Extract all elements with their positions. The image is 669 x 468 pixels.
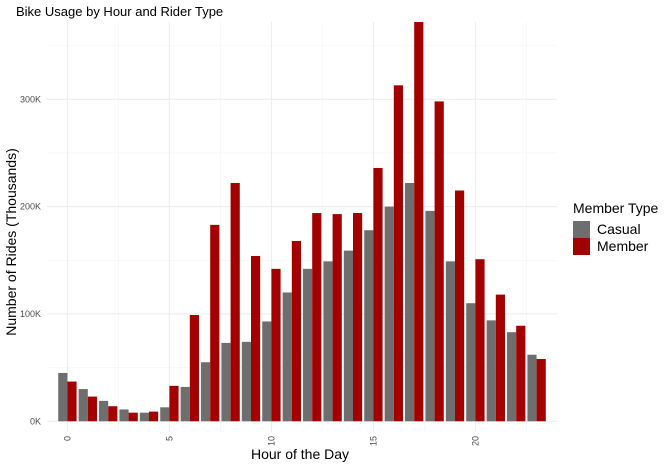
bar-member-hour-11 [291, 240, 301, 422]
x-axis-title: Hour of the Day [251, 446, 349, 462]
y-tick-label: 200K [20, 202, 41, 212]
bar-member-hour-2 [108, 406, 118, 422]
bar-member-hour-15 [373, 167, 383, 422]
bar-member-hour-23 [536, 359, 546, 422]
chart-title: Bike Usage by Hour and Rider Type [16, 4, 223, 19]
bar-member-hour-18 [434, 101, 444, 422]
bar-casual-hour-5 [160, 407, 170, 422]
legend-title: Member Type [573, 200, 659, 216]
bars-layer [58, 22, 546, 422]
bar-member-hour-13 [332, 214, 342, 422]
bar-casual-hour-3 [119, 409, 129, 422]
bar-member-hour-1 [87, 396, 97, 422]
bar-casual-hour-10 [262, 321, 272, 422]
bar-casual-hour-15 [364, 230, 374, 422]
bar-member-hour-3 [128, 412, 138, 422]
bar-member-hour-22 [516, 325, 526, 422]
bar-casual-hour-20 [466, 303, 476, 422]
bar-casual-hour-2 [99, 400, 109, 422]
legend-label-casual: Casual [597, 221, 641, 237]
bar-casual-hour-19 [445, 261, 455, 422]
x-tick-label: 0 [62, 436, 72, 441]
bar-casual-hour-22 [507, 332, 517, 422]
bar-member-hour-0 [67, 381, 77, 422]
bar-member-hour-8 [230, 182, 240, 422]
bar-member-hour-9 [251, 255, 261, 422]
bar-member-hour-17 [414, 22, 424, 422]
bar-member-hour-5 [169, 385, 179, 422]
y-tick-label: 0K [30, 416, 41, 426]
x-tick-label: 10 [266, 436, 276, 446]
bar-casual-hour-23 [527, 354, 537, 422]
bar-casual-hour-18 [425, 210, 435, 422]
bar-casual-hour-17 [405, 182, 415, 422]
bar-casual-hour-9 [241, 341, 251, 422]
bar-casual-hour-0 [58, 372, 68, 422]
bar-casual-hour-12 [303, 268, 313, 422]
bar-casual-hour-8 [221, 342, 231, 422]
bar-casual-hour-6 [180, 386, 190, 422]
bar-member-hour-14 [353, 213, 363, 422]
bar-member-hour-12 [312, 213, 322, 422]
bar-member-hour-20 [475, 259, 485, 422]
bar-member-hour-7 [210, 224, 220, 422]
y-axis-title: Number of Rides (Thousands) [3, 148, 19, 336]
bar-member-hour-4 [149, 411, 159, 422]
bar-casual-hour-14 [343, 250, 353, 422]
ticks-layer: 0K 100K 200K 300K 0 5 10 15 20 [20, 94, 480, 446]
bar-member-hour-21 [495, 294, 505, 422]
bar-casual-hour-11 [282, 292, 292, 422]
y-tick-label: 300K [20, 94, 41, 104]
bar-member-hour-19 [455, 190, 465, 422]
x-tick-label: 5 [164, 436, 174, 441]
bar-casual-hour-16 [384, 206, 394, 422]
bar-casual-hour-4 [139, 412, 149, 422]
legend-label-member: Member [597, 238, 649, 254]
legend: Member Type Casual Member [573, 200, 659, 255]
x-tick-label: 15 [368, 436, 378, 446]
bar-member-hour-6 [189, 315, 199, 422]
bar-casual-hour-7 [201, 362, 211, 422]
bar-casual-hour-1 [78, 389, 88, 422]
y-tick-label: 100K [20, 309, 41, 319]
legend-swatch-casual [573, 221, 590, 238]
bar-casual-hour-21 [486, 320, 496, 422]
bar-member-hour-16 [393, 85, 403, 422]
legend-swatch-member [573, 238, 590, 255]
bar-casual-hour-13 [323, 261, 333, 422]
x-tick-label: 20 [470, 436, 480, 446]
bar-member-hour-10 [271, 268, 281, 422]
